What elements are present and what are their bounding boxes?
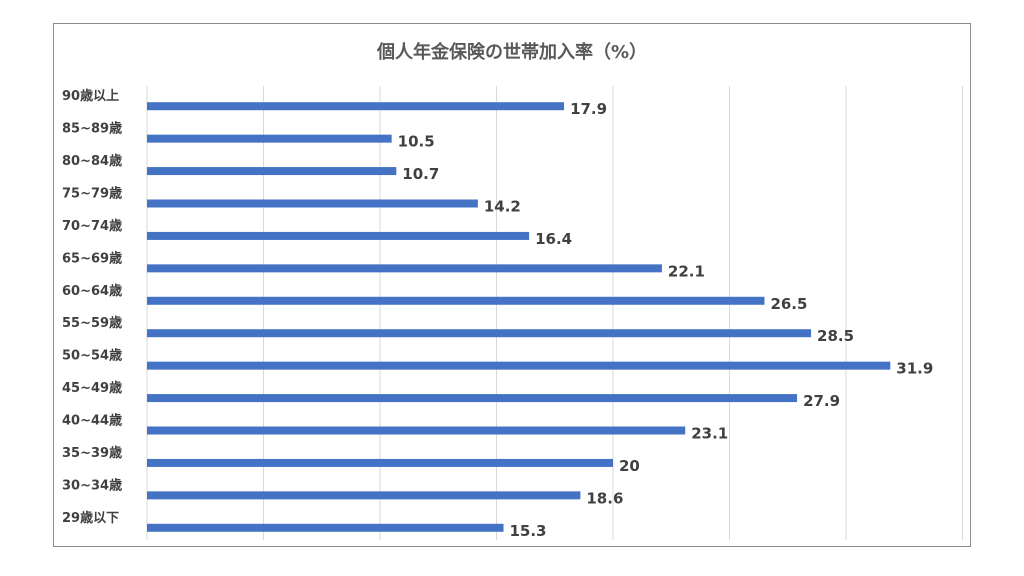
bar: [147, 491, 581, 500]
category-label: 29歳以下: [62, 510, 119, 526]
data-label: 31.9: [896, 360, 933, 378]
category-label: 80~84歳: [62, 153, 122, 169]
data-label: 27.9: [803, 392, 840, 410]
bar: [147, 458, 613, 467]
data-label: 16.4: [535, 230, 572, 248]
bar: [147, 167, 397, 176]
chart-frame: 個人年金保険の世帯加入率（%） 90歳以上 17.9 85~89歳 10.5 80~84…: [53, 23, 971, 547]
data-label: 18.6: [586, 489, 623, 507]
data-label: 10.5: [398, 133, 435, 151]
bar: [147, 199, 478, 208]
data-label: 14.2: [484, 198, 521, 216]
category-label: 55~59歳: [62, 315, 122, 331]
bar: [147, 102, 565, 111]
bar: [147, 523, 504, 532]
bar: [147, 361, 891, 370]
category-label: 50~54歳: [62, 348, 122, 364]
category-label: 85~89歳: [62, 121, 122, 137]
data-label: 22.1: [668, 262, 705, 280]
chart-title: 個人年金保険の世帯加入率（%）: [376, 42, 648, 63]
category-label: 65~69歳: [62, 250, 122, 266]
category-label: 30~34歳: [62, 477, 122, 493]
bar: [147, 296, 765, 305]
category-label: 40~44歳: [62, 413, 122, 429]
bar: [147, 134, 392, 143]
category-label: 90歳以上: [62, 88, 119, 104]
bar: [147, 329, 812, 338]
category-label: 70~74歳: [62, 218, 122, 234]
data-label: 10.7: [402, 165, 439, 183]
bar: [147, 426, 686, 435]
data-label: 28.5: [817, 327, 854, 345]
data-label: 23.1: [691, 425, 728, 443]
data-label: 17.9: [570, 100, 607, 118]
category-label: 75~79歳: [62, 186, 122, 202]
data-label: 15.3: [509, 522, 546, 540]
bar-chart: 90歳以上 17.9 85~89歳 10.5 80~84歳 10.7 75~79歳 14.2 7…: [62, 86, 963, 540]
category-label: 60~64歳: [62, 283, 122, 299]
bar: [147, 394, 798, 403]
bar: [147, 264, 662, 273]
category-label: 35~39歳: [62, 445, 122, 461]
data-label: 26.5: [770, 295, 807, 313]
data-label: 20: [619, 457, 640, 475]
bar: [147, 231, 530, 240]
category-label: 45~49歳: [62, 380, 122, 396]
